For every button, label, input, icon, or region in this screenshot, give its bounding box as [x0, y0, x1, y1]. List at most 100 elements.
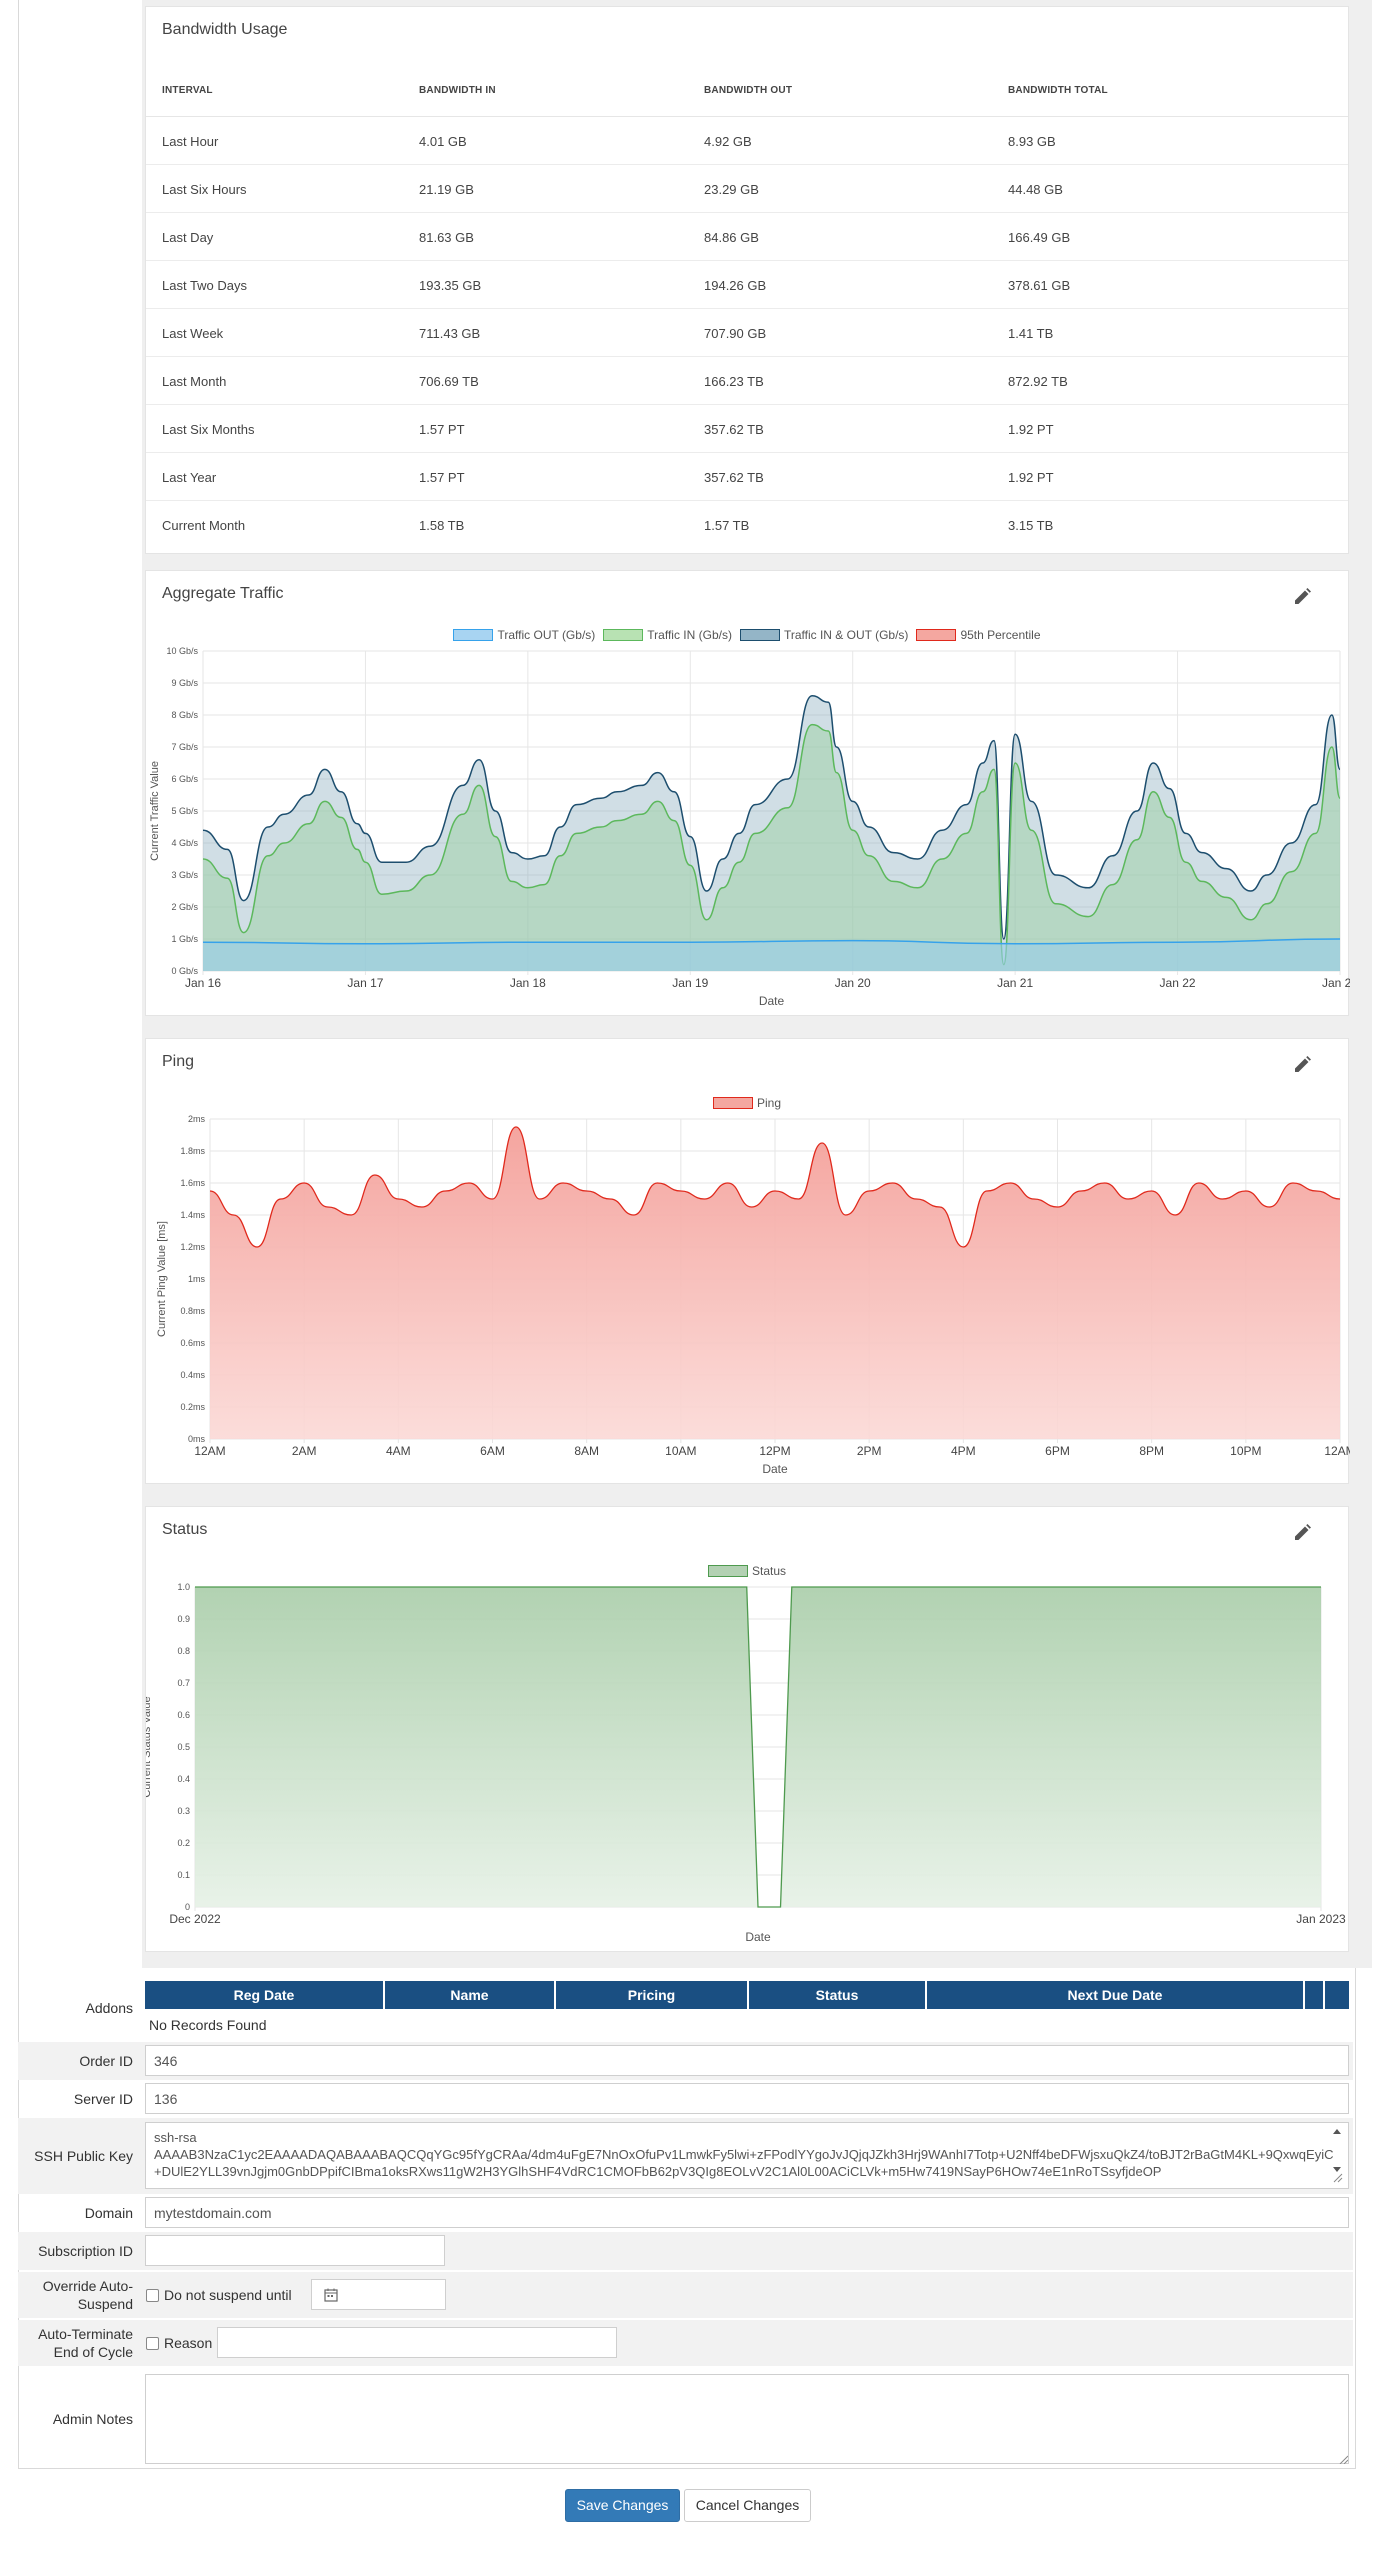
x-tick-label: Dec 2022: [169, 1912, 221, 1926]
legend-item[interactable]: Traffic OUT (Gb/s): [453, 628, 595, 642]
legend-item[interactable]: 95th Percentile: [916, 628, 1041, 642]
y-tick-label: 2 Gb/s: [171, 902, 198, 912]
legend-label: Status: [751, 1564, 787, 1578]
server-id-field[interactable]: [145, 2083, 1349, 2114]
bandwidth-usage-panel: Bandwidth Usage INTERVAL BANDWIDTH IN BA…: [145, 6, 1349, 554]
table-cell: Last Year: [162, 470, 217, 485]
y-tick-label: 8 Gb/s: [171, 710, 198, 720]
subscription-id-row: Subscription ID: [18, 2232, 1353, 2270]
table-cell: Last Day: [162, 230, 214, 245]
x-tick-label: 10AM: [665, 1444, 696, 1458]
table-cell: 84.86 GB: [704, 230, 759, 245]
empty-message: No Records Found: [149, 2017, 267, 2033]
x-tick-label: Jan 2023: [1296, 1912, 1346, 1926]
aggregate-traffic-panel: Aggregate Traffic Traffic OUT (Gb/s) Traf…: [145, 570, 1350, 1016]
column-header[interactable]: Pricing: [556, 1981, 749, 2009]
x-tick-label: Jan 18: [510, 976, 546, 990]
table-cell: 1.41 TB: [1008, 326, 1054, 341]
resize-handle-icon[interactable]: [1338, 2454, 1348, 2464]
x-tick-label: Jan 20: [835, 976, 871, 990]
legend-label: 95th Percentile: [960, 628, 1041, 642]
y-tick-label: 9 Gb/s: [171, 678, 198, 688]
column-header: BANDWIDTH IN: [419, 85, 496, 96]
x-tick-label: 12AM: [1324, 1444, 1350, 1458]
table-cell: 706.69 TB: [419, 374, 479, 389]
suspend-date-field[interactable]: [311, 2279, 446, 2310]
x-tick-label: 4PM: [951, 1444, 976, 1458]
admin-notes-field[interactable]: [145, 2374, 1349, 2464]
calendar-icon: [324, 2288, 338, 2302]
y-tick-label: 0.2ms: [180, 1402, 205, 1412]
series-area: [203, 939, 1340, 971]
column-header[interactable]: Status: [749, 1981, 927, 2009]
series-line: [202, 723, 1341, 966]
legend-item[interactable]: Traffic IN & OUT (Gb/s): [739, 628, 909, 642]
auto-terminate-label: Auto-Terminate End of Cycle: [38, 2326, 133, 2360]
table-cell: 1.92 PT: [1008, 422, 1054, 437]
table-row: Last Hour 4.01 GB 4.92 GB 8.93 GB: [146, 117, 1348, 165]
y-tick-label: 0.3: [177, 1806, 190, 1816]
do-not-suspend-checkbox[interactable]: [146, 2289, 159, 2302]
x-tick-label: 6AM: [480, 1444, 505, 1458]
y-axis-label: Current Traffic Value: [149, 761, 161, 861]
server-id-label: Server ID: [73, 2091, 133, 2107]
x-tick-label: Jan 19: [672, 976, 708, 990]
override-auto-suspend-label: Override Auto-Suspend: [42, 2278, 133, 2312]
legend-item[interactable]: Status: [707, 1564, 787, 1578]
table-cell: 23.29 GB: [704, 182, 759, 197]
x-tick-label: 4AM: [386, 1444, 411, 1458]
panel-title: Bandwidth Usage: [162, 21, 288, 38]
legend-swatch: [453, 629, 494, 641]
table-cell: 378.61 GB: [1008, 278, 1071, 293]
y-tick-label: 1.4ms: [180, 1210, 205, 1220]
table-cell: 4.92 GB: [704, 134, 752, 149]
series-line: [209, 1126, 1341, 1248]
ssh-key-label: SSH Public Key: [34, 2148, 133, 2164]
scrollbar[interactable]: [1331, 2127, 1343, 2183]
legend-label: Traffic IN (Gb/s): [647, 628, 732, 642]
pencil-icon[interactable]: [1292, 1055, 1312, 1075]
subscription-id-field[interactable]: [145, 2235, 445, 2266]
x-tick-label: 2PM: [857, 1444, 882, 1458]
ssh-public-key-field[interactable]: ssh-rsa AAAAB3NzaC1yc2EAAAADAQABAAABAQCQ…: [145, 2122, 1349, 2189]
x-tick-label: 8AM: [574, 1444, 599, 1458]
legend-swatch: [707, 1565, 748, 1577]
y-tick-label: 1ms: [188, 1274, 206, 1284]
table-cell: 357.62 TB: [704, 470, 764, 485]
column-header[interactable]: Next Due Date: [927, 1981, 1305, 2009]
table-cell: 166.49 GB: [1008, 230, 1071, 245]
column-header: BANDWIDTH TOTAL: [1008, 85, 1108, 96]
cancel-changes-button[interactable]: Cancel Changes: [684, 2489, 811, 2522]
column-header[interactable]: Name: [385, 1981, 556, 2009]
save-changes-button[interactable]: Save Changes: [565, 2489, 680, 2522]
y-tick-label: 0.4ms: [180, 1370, 205, 1380]
pencil-icon[interactable]: [1292, 1523, 1312, 1543]
series-area: [203, 724, 1340, 971]
column-header[interactable]: Reg Date: [145, 1981, 385, 2009]
table-cell: 872.92 TB: [1008, 374, 1068, 389]
auto-terminate-checkbox[interactable]: [146, 2337, 159, 2350]
domain-field[interactable]: [145, 2197, 1349, 2228]
y-tick-label: 0.6: [177, 1710, 190, 1720]
x-tick-label: 10PM: [1230, 1444, 1261, 1458]
table-cell: 8.93 GB: [1008, 134, 1056, 149]
override-auto-suspend-row: Override Auto-Suspend Do not suspend unt…: [18, 2272, 1353, 2318]
reason-field[interactable]: [217, 2327, 617, 2358]
panel-title: Ping: [162, 1053, 195, 1070]
legend-item[interactable]: Ping: [712, 1096, 781, 1110]
ping-panel: Ping Ping 0ms 0.2ms 0.4ms 0.6ms 0.8ms 1ms 1.2m…: [145, 1038, 1350, 1484]
y-tick-label: 1.0: [177, 1582, 190, 1592]
table-row: Last Six Months 1.57 PT 357.62 TB 1.92 PT: [146, 405, 1348, 453]
y-axis-label: Current Status Value: [146, 1696, 153, 1797]
pencil-icon[interactable]: [1292, 587, 1312, 607]
bandwidth-table-header: INTERVAL BANDWIDTH IN BANDWIDTH OUT BAND…: [146, 57, 1348, 117]
y-tick-label: 0.1: [177, 1870, 190, 1880]
order-id-field[interactable]: [145, 2045, 1349, 2076]
table-row: Last Year 1.57 PT 357.62 TB 1.92 PT: [146, 453, 1348, 501]
legend-item[interactable]: Traffic IN (Gb/s): [603, 628, 732, 642]
series-line: [195, 1586, 1321, 1908]
admin-notes-label: Admin Notes: [52, 2411, 133, 2427]
legend-label: Traffic IN & OUT (Gb/s): [783, 628, 909, 642]
server-id-row: Server ID: [18, 2080, 1353, 2118]
table-cell: 1.58 TB: [419, 518, 465, 533]
